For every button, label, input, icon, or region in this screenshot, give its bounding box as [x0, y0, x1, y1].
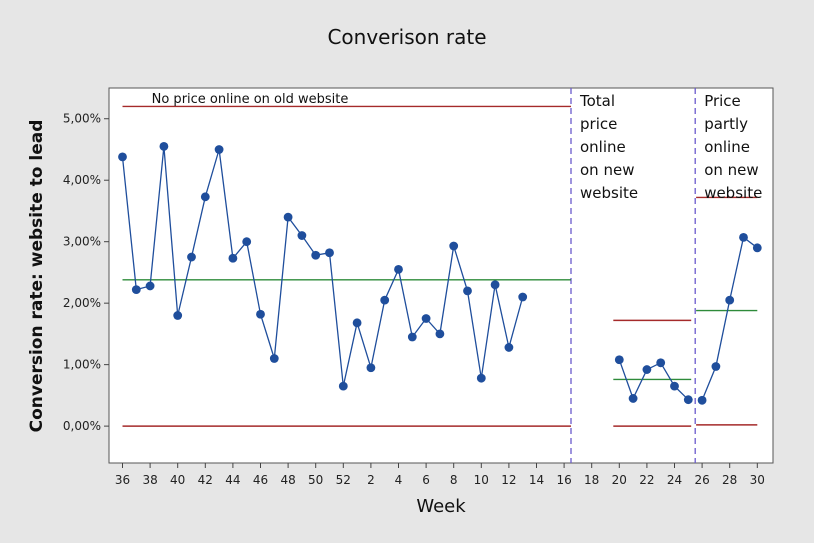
phase-label-line: online [704, 138, 750, 156]
phase-label-line: website [580, 184, 638, 202]
series-line [121, 146, 524, 387]
y-tick-label: 0,00% [63, 419, 101, 433]
x-tick-label: 16 [556, 473, 571, 487]
x-tick-label: 40 [170, 473, 185, 487]
x-tick-label: 12 [501, 473, 516, 487]
data-point [683, 395, 693, 405]
data-point [656, 358, 666, 368]
data-point [297, 231, 307, 240]
x-tick-label: 26 [694, 473, 709, 487]
data-point [173, 311, 183, 320]
phase-label-line: partly [704, 115, 748, 133]
y-tick-label: 3,00% [63, 235, 101, 249]
phase-label-line: Price [704, 92, 741, 110]
phase-label-line: on new [580, 161, 634, 179]
data-point [380, 295, 390, 305]
data-point [435, 329, 445, 339]
y-tick-label: 1,00% [63, 358, 101, 372]
x-tick-label: 20 [612, 473, 627, 487]
phase-label-line: website [704, 184, 762, 202]
data-point [311, 250, 321, 260]
x-tick-label: 18 [584, 473, 599, 487]
data-point [242, 237, 252, 247]
y-tick-label: 2,00% [63, 296, 101, 310]
data-point [670, 381, 679, 391]
data-point [490, 280, 500, 290]
x-tick-label: 10 [474, 473, 489, 487]
x-tick-label: 38 [142, 473, 157, 487]
data-point [228, 253, 238, 263]
data-point [697, 395, 707, 405]
x-tick-label: 30 [750, 473, 765, 487]
y-axis-label: Conversion rate: website to lead [27, 120, 47, 433]
x-tick-label: 50 [308, 473, 323, 487]
data-point [614, 355, 624, 365]
x-tick-label: 22 [639, 473, 654, 487]
data-point [463, 286, 472, 296]
data-point [711, 362, 721, 371]
data-point [269, 354, 279, 363]
data-point [159, 142, 169, 151]
x-tick-label: 4 [395, 473, 403, 487]
x-tick-label: 28 [722, 473, 737, 487]
data-point [256, 309, 265, 319]
plot-area [108, 87, 774, 464]
phase-label-line: price [580, 115, 617, 133]
data-point [725, 295, 735, 305]
x-tick-label: 2 [367, 473, 375, 487]
x-tick-label: 42 [198, 473, 213, 487]
series-layer [118, 142, 762, 405]
reference-lines-layer [122, 88, 758, 463]
data-point [200, 192, 210, 202]
data-point [187, 252, 196, 262]
data-point [118, 152, 127, 162]
y-tick-label: 4,00% [63, 173, 101, 187]
data-point [739, 232, 748, 242]
data-point [366, 363, 376, 373]
phase-label-line: on new [704, 161, 758, 179]
data-point [394, 264, 403, 274]
phase-label-line: online [580, 138, 626, 156]
tick-layer: 0,00%1,00%2,00%3,00%4,00%5,00%36 38 40 42 44… [63, 112, 765, 487]
phase-label-layer: No price online on old website Total price… [152, 92, 763, 202]
data-point [504, 343, 514, 352]
data-point [214, 145, 224, 154]
x-tick-label: 46 [253, 473, 268, 487]
x-tick-label: 44 [225, 473, 240, 487]
data-point [518, 292, 528, 302]
chart-title: Converison rate [327, 25, 486, 49]
x-tick-label: 52 [336, 473, 351, 487]
x-tick-label: 6 [422, 473, 430, 487]
data-point [421, 314, 431, 323]
data-point [352, 318, 362, 328]
x-tick-label: 36 [115, 473, 130, 487]
data-point [476, 373, 486, 383]
data-point [407, 332, 417, 342]
x-tick-label: 8 [450, 473, 458, 487]
phase-label: No price online on old website [152, 92, 349, 107]
data-point [449, 241, 459, 251]
phase-label-line: Total [579, 92, 615, 110]
x-tick-label: 14 [529, 473, 544, 487]
data-point [283, 212, 293, 222]
y-tick-label: 5,00% [63, 112, 101, 126]
x-tick-label: 24 [667, 473, 682, 487]
data-point [628, 394, 638, 403]
data-point [145, 281, 155, 291]
data-point [642, 365, 652, 374]
data-point [338, 381, 348, 391]
x-tick-label: 48 [280, 473, 295, 487]
data-point [325, 248, 334, 258]
x-axis-label: Week [416, 496, 466, 517]
data-point [752, 243, 762, 253]
data-point [131, 285, 141, 295]
